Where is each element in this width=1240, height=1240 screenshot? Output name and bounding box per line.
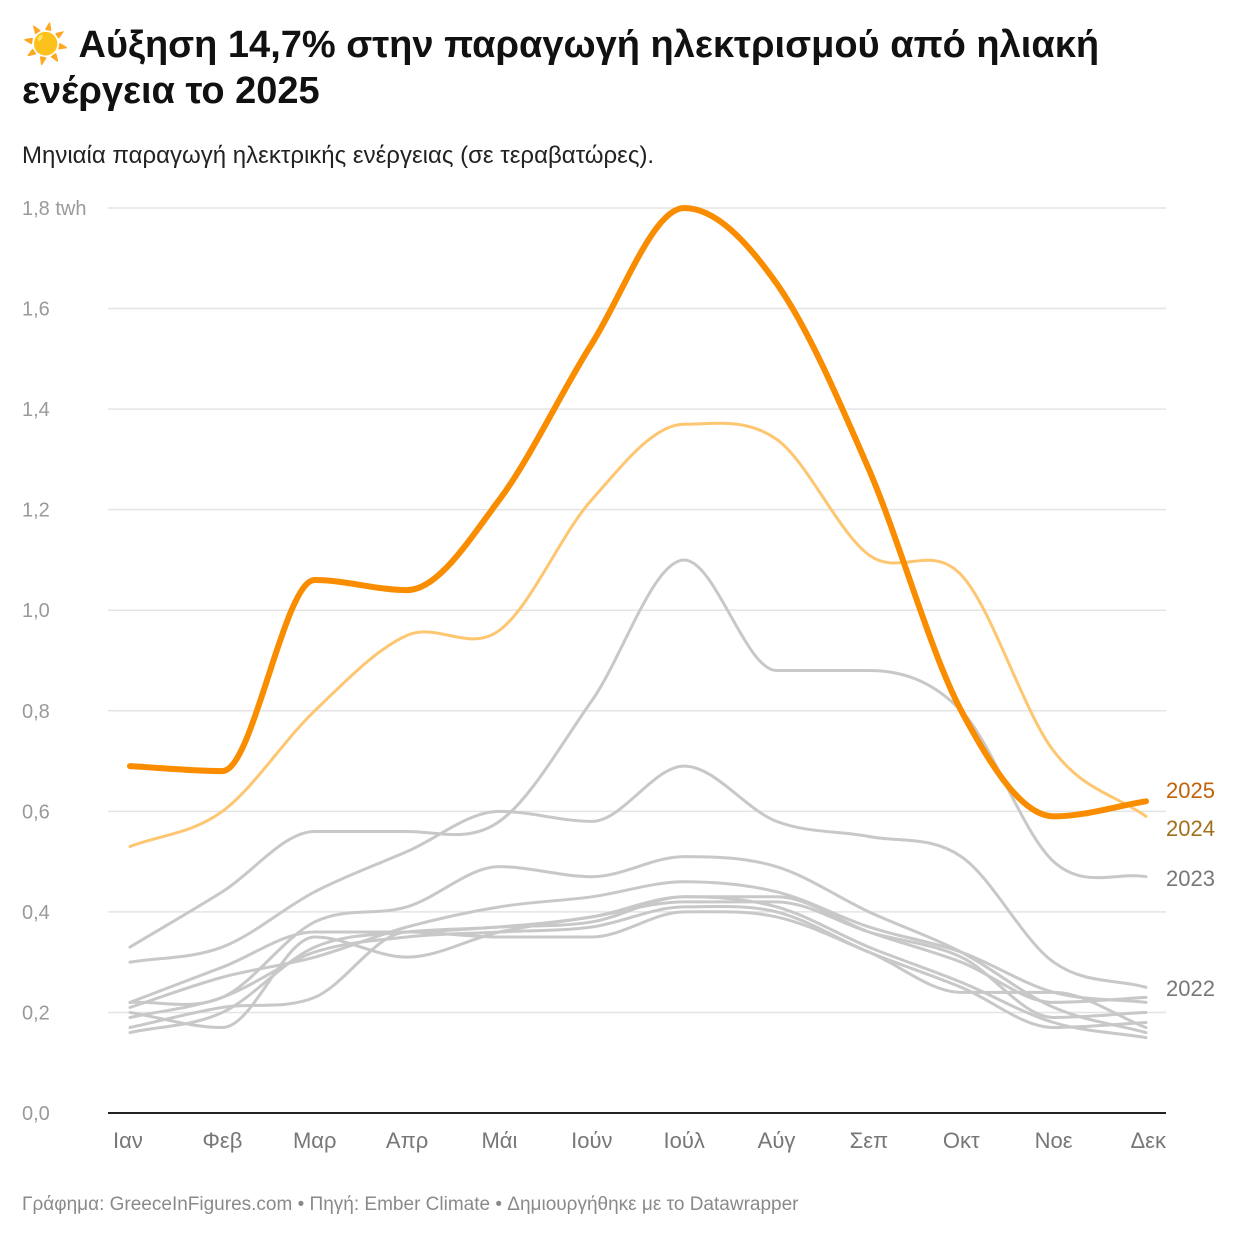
series-line xyxy=(128,855,1148,1035)
x-tick-label: Σεπ xyxy=(850,1128,889,1153)
x-tick-label: Απρ xyxy=(386,1128,428,1153)
y-tick-label: 0,8 xyxy=(22,701,50,723)
x-tick-label: Δεκ xyxy=(1130,1128,1167,1153)
series-line-2024 xyxy=(128,421,1148,849)
y-tick-label: 1,2 xyxy=(22,500,50,522)
y-tick-label: 0,0 xyxy=(22,1103,50,1125)
x-tick-label: Φεβ xyxy=(202,1128,242,1153)
x-tick-label: Μαρ xyxy=(293,1128,337,1153)
x-tick-label: Αύγ xyxy=(758,1128,796,1153)
x-tick-label: Ιούν xyxy=(571,1128,612,1153)
x-tick-label: Νοε xyxy=(1035,1128,1073,1153)
chart-subtitle: Μηνιαία παραγωγή ηλεκτρικής ενέργειας (σ… xyxy=(22,142,655,169)
series-line-2022 xyxy=(128,764,1148,989)
x-tick-label: Ιαν xyxy=(113,1128,143,1153)
y-tick-label: 1,6 xyxy=(22,299,50,321)
y-tick-label: 0,4 xyxy=(22,902,50,924)
series-label: 2025 xyxy=(1166,778,1215,803)
series-label: 2023 xyxy=(1166,866,1215,891)
series-line xyxy=(128,880,1148,1009)
y-tick-label: 0,6 xyxy=(22,801,50,823)
x-tick-label: Μάι xyxy=(481,1128,517,1153)
series-line xyxy=(128,895,1148,1040)
series-label: 2022 xyxy=(1166,976,1215,1001)
chart-footer: Γράφημα: GreeceInFigures.com • Πηγή: Emb… xyxy=(22,1194,799,1215)
y-tick-label: 1,0 xyxy=(22,600,50,622)
series-label: 2024 xyxy=(1166,816,1215,841)
series-line-2023 xyxy=(128,558,1148,949)
series-line xyxy=(128,900,1148,1030)
chart-title: ☀️ Αύξηση 14,7% στην παραγωγή ηλεκτρισμο… xyxy=(22,24,1100,112)
series-line xyxy=(128,910,1148,1030)
x-tick-label: Οκτ xyxy=(943,1128,980,1153)
y-tick-label: 1,8 twh xyxy=(22,198,86,220)
series-line-2025 xyxy=(127,204,1149,820)
y-tick-label: 0,2 xyxy=(22,1002,50,1024)
y-tick-label: 1,4 xyxy=(22,399,50,421)
x-tick-label: Ιούλ xyxy=(663,1128,704,1153)
